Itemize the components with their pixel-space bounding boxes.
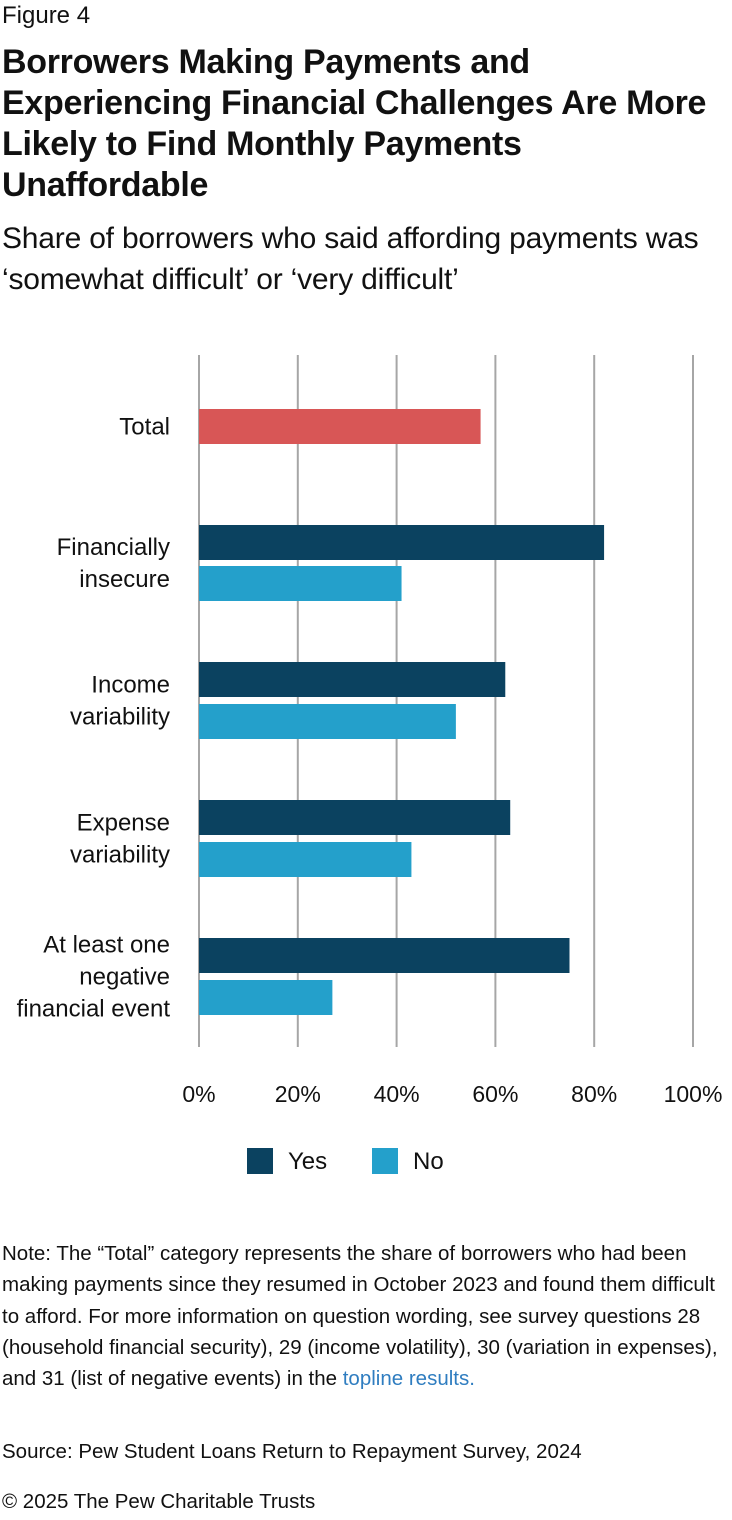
x-tick-label: 40% (374, 1081, 420, 1107)
x-tick-label: 20% (275, 1081, 321, 1107)
category-label: variability (70, 842, 170, 869)
category-label: Income (91, 672, 170, 699)
bar-no (199, 842, 412, 877)
category-label: Financially (57, 534, 170, 561)
chart-note: Note: The “Total” category represents th… (2, 1238, 730, 1394)
x-tick-label: 0% (182, 1081, 215, 1107)
category-label: At least one (43, 932, 170, 959)
chart-source: Source: Pew Student Loans Return to Repa… (2, 1440, 582, 1463)
category-label: Expense (77, 810, 170, 837)
legend-swatch-yes (247, 1148, 273, 1174)
x-tick-label: 60% (472, 1081, 518, 1107)
bar-no (199, 566, 402, 601)
bar-no (199, 704, 456, 739)
chart-title: Borrowers Making Payments and Experienci… (2, 43, 707, 204)
topline-results-link[interactable]: topline results. (342, 1367, 475, 1391)
bar-yes (199, 938, 570, 973)
x-tick-label: 80% (571, 1081, 617, 1107)
note-text: Note: The “Total” category represents th… (2, 1242, 718, 1391)
category-label: insecure (79, 566, 170, 593)
figure-label: Figure 4 (2, 2, 91, 29)
bar-yes (199, 662, 506, 697)
copyright: © 2025 The Pew Charitable Trusts (2, 1490, 316, 1513)
x-tick-label: 100% (664, 1081, 723, 1107)
bar-total (199, 409, 481, 444)
bar-no (199, 980, 333, 1015)
legend-label: No (413, 1148, 444, 1175)
bar-yes (199, 800, 511, 835)
legend-label: Yes (288, 1148, 327, 1175)
bar-chart: 0% 20% 40% 60% 80% 100% Total Financially insecu… (17, 355, 723, 1175)
bar-yes (199, 525, 605, 560)
category-label: variability (70, 704, 170, 731)
category-label: financial event (17, 996, 171, 1023)
legend-swatch-no (372, 1148, 398, 1174)
chart-subtitle: Share of borrowers who said affording pa… (2, 222, 699, 296)
category-label: negative (79, 964, 170, 991)
category-label: Total (119, 414, 170, 441)
